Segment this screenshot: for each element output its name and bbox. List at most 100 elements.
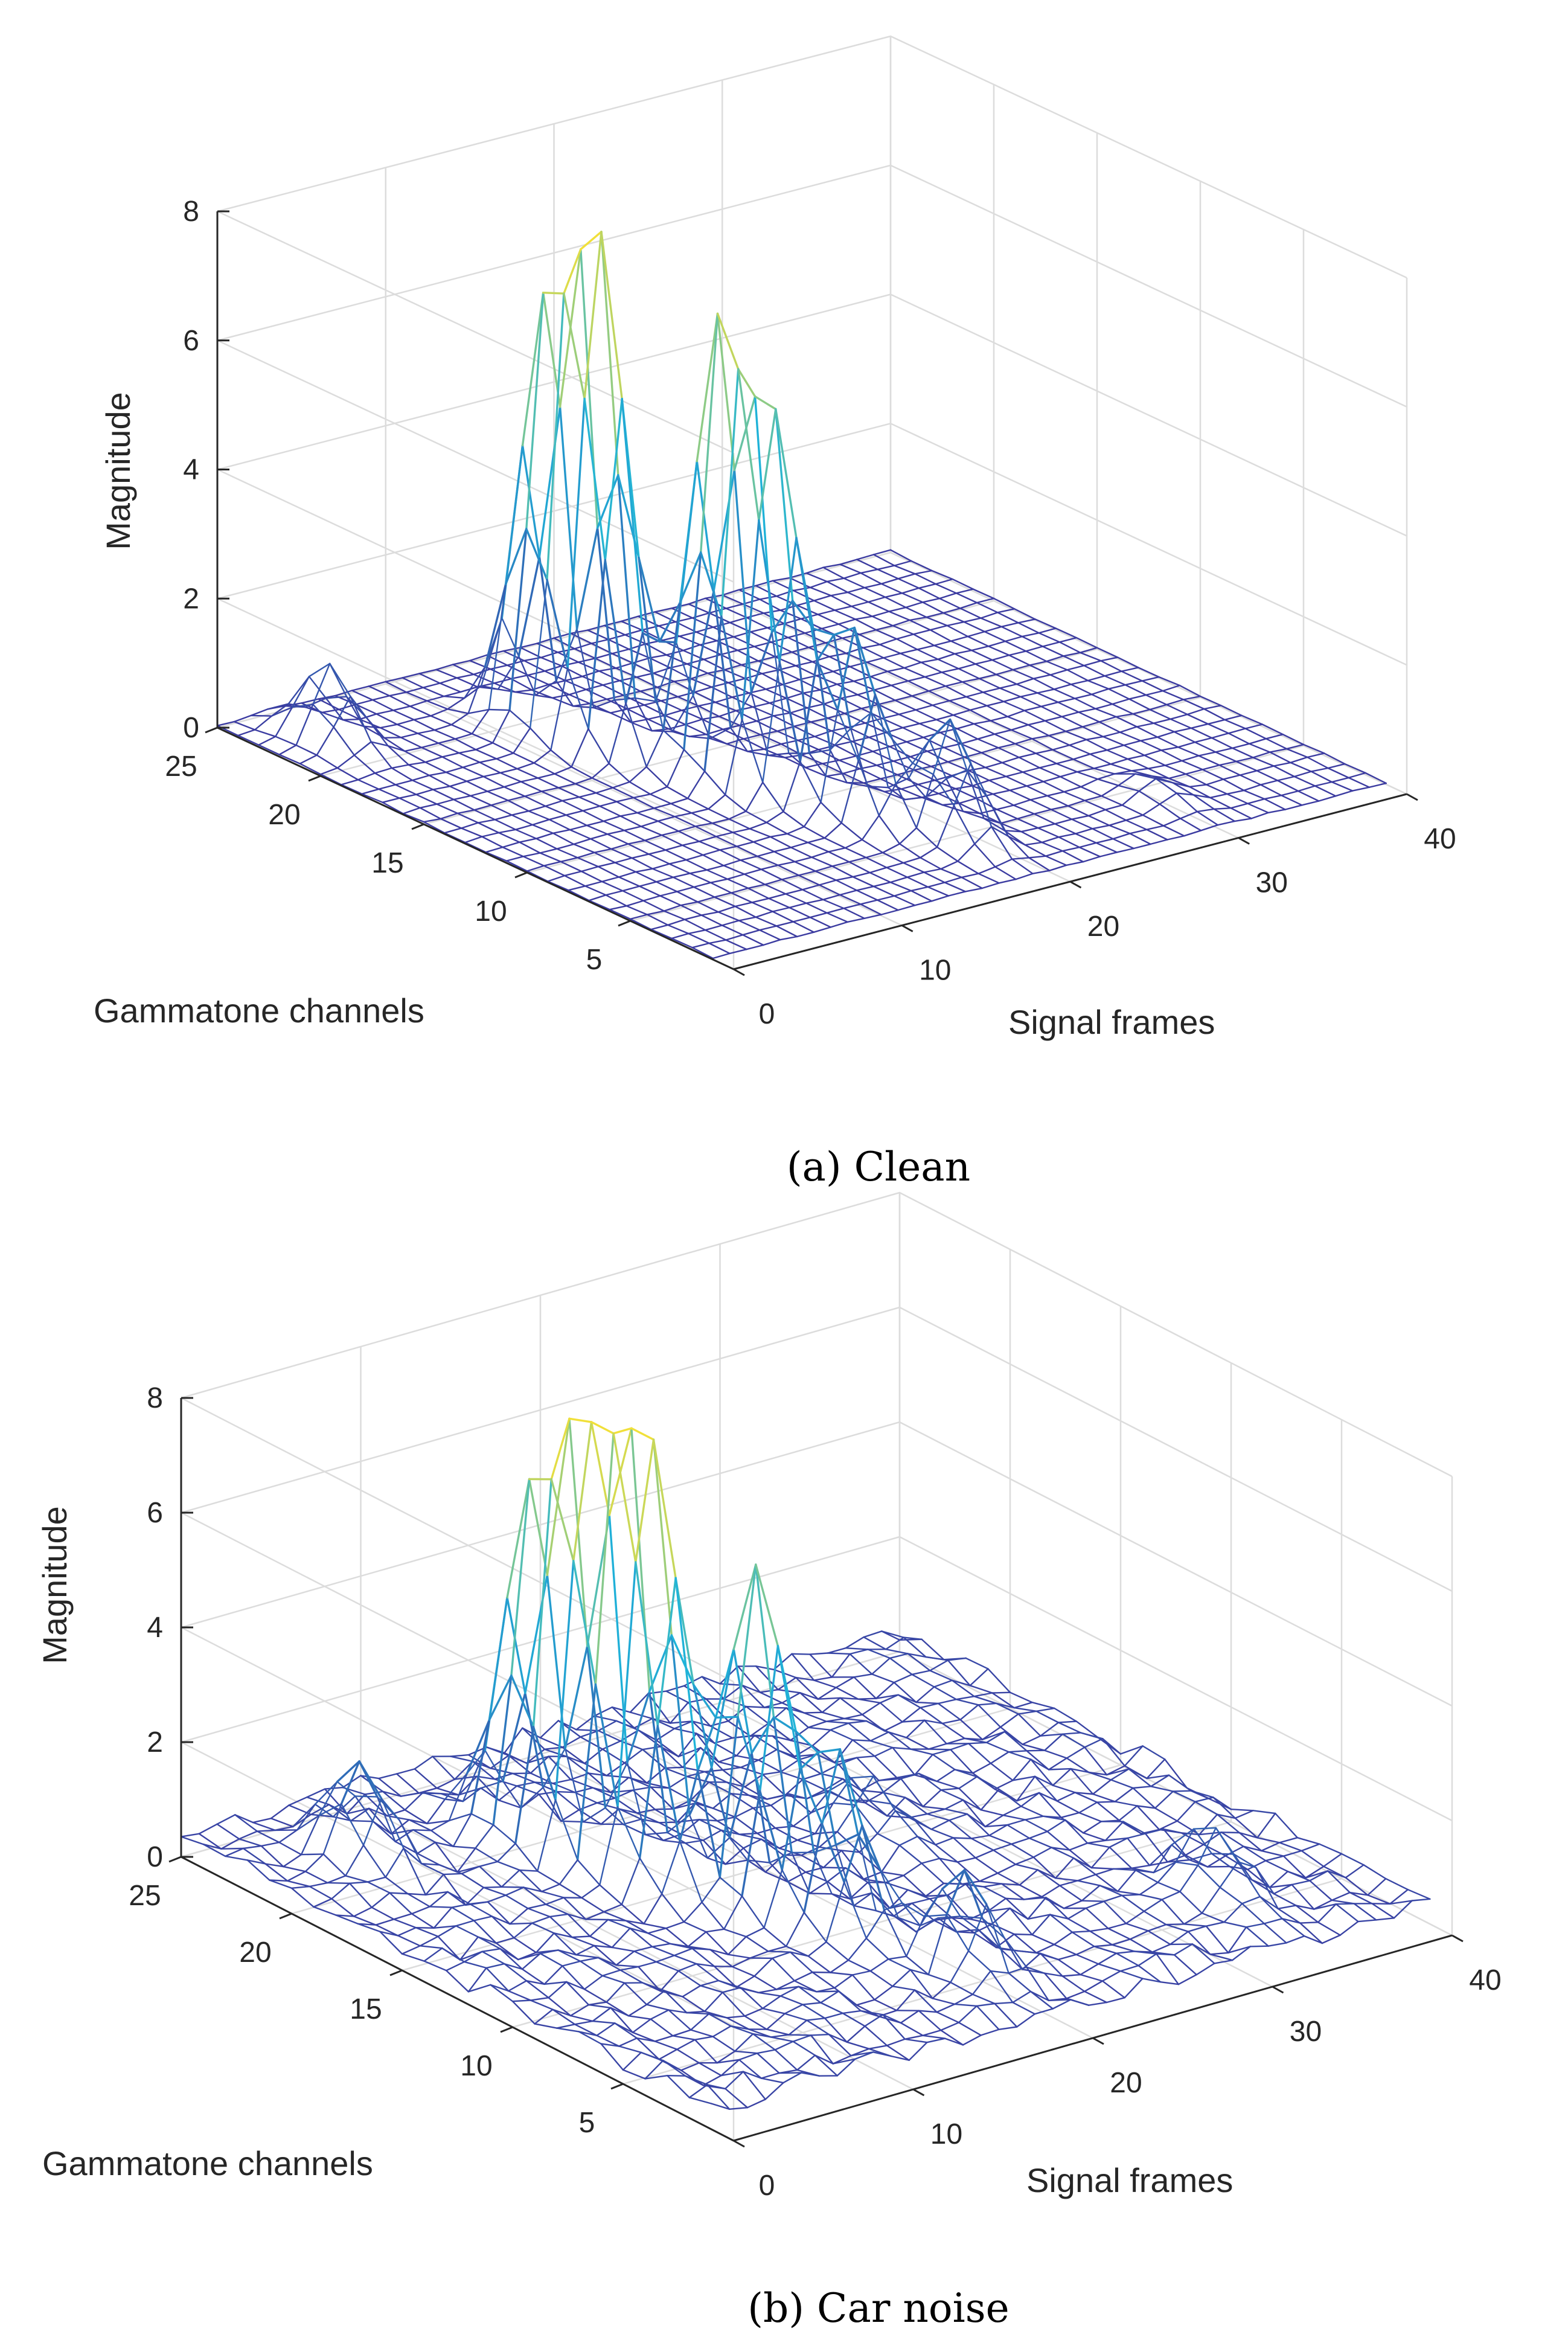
mesh-segment (556, 2027, 580, 2033)
mesh-segment (872, 554, 895, 566)
mesh-segment (552, 2008, 572, 2017)
mesh-segment (351, 690, 374, 701)
mesh-segment (1026, 781, 1045, 787)
mesh-segment (1411, 1898, 1431, 1902)
mesh-segment (699, 1985, 724, 1993)
mesh-segment (686, 1771, 706, 1778)
mesh-segment (1075, 1946, 1095, 1956)
mesh-segment (458, 1775, 478, 1796)
mesh-segment (1009, 1691, 1033, 1703)
mesh-segment (694, 2039, 718, 2064)
mesh-segment (1114, 1801, 1138, 1807)
mesh-segment (1034, 1775, 1054, 1786)
mesh-segment (903, 1636, 923, 1640)
mesh-segment (656, 681, 675, 688)
mesh-segment (858, 629, 877, 635)
mesh-segment (808, 646, 830, 658)
mesh-segment (1130, 768, 1150, 772)
mesh-segment (869, 1740, 894, 1749)
mesh-segment (336, 767, 359, 781)
mesh-segment (638, 881, 658, 887)
mesh-segment (527, 1908, 551, 1918)
mesh-segment (264, 1863, 289, 1882)
mesh-segment (946, 624, 969, 638)
mesh-segment (605, 894, 627, 907)
mesh-segment (1041, 836, 1060, 844)
mesh-segment (708, 942, 731, 955)
mesh-segment (854, 618, 877, 631)
mesh-segment (539, 852, 562, 863)
mesh-segment (802, 2002, 822, 2005)
mesh-segment (745, 781, 764, 812)
mesh-segment (708, 808, 730, 820)
mesh-segment (750, 1716, 775, 1754)
mesh-segment (947, 1894, 971, 1920)
mesh-segment (1331, 1891, 1351, 1902)
mesh-segment (1028, 1830, 1048, 1839)
mesh-segment (944, 2037, 964, 2046)
mesh-segment (923, 736, 945, 749)
mesh-segment (708, 2013, 728, 2019)
mesh-segment (879, 1868, 899, 1918)
mesh-segment (738, 916, 757, 921)
mesh-segment (699, 551, 723, 618)
mesh-segment (644, 834, 663, 842)
mesh-segment (919, 1917, 939, 1927)
mesh-segment (638, 885, 661, 897)
mesh-segment (1192, 794, 1215, 810)
mesh-segment (725, 939, 747, 950)
mesh-segment (722, 594, 744, 605)
mesh-segment (1027, 720, 1046, 726)
mesh-segment (488, 1596, 508, 1722)
mesh-segment (847, 1937, 868, 1961)
mesh-segment (411, 774, 430, 781)
mesh-segment (1127, 1833, 1147, 1839)
mesh-segment (893, 895, 916, 906)
mesh-segment (359, 718, 382, 729)
mesh-segment (418, 673, 441, 684)
mesh-segment (647, 1690, 667, 1694)
mesh-segment (314, 1803, 334, 1818)
mesh-segment (664, 714, 686, 726)
mesh-segment (554, 1560, 575, 1801)
mesh-segment (1127, 758, 1150, 769)
mesh-segment (993, 1843, 1013, 1851)
mesh-segment (1142, 814, 1165, 827)
mesh-segment (1008, 1750, 1028, 1753)
mesh-segment (1104, 804, 1123, 811)
mesh-segment (849, 1892, 873, 1900)
mesh-segment (980, 1788, 1000, 1811)
mesh-segment (830, 921, 849, 928)
mesh-segment (648, 1690, 669, 1834)
mesh-segment (1028, 857, 1051, 871)
mesh-segment (368, 1807, 392, 1835)
mesh-segment (496, 1860, 520, 1871)
mesh-segment (651, 868, 674, 879)
mesh-segment (371, 1892, 391, 1908)
mesh-segment (481, 1950, 505, 1965)
mesh-segment (1032, 1847, 1052, 1858)
mesh-segment (1176, 792, 1194, 796)
mesh-segment (717, 905, 736, 913)
mesh-segment (807, 837, 826, 844)
mesh-segment (415, 1926, 439, 1938)
mesh-segment (440, 812, 458, 820)
mesh-segment (1012, 1758, 1032, 1781)
mesh-segment (1273, 765, 1296, 778)
mesh-segment (668, 2009, 692, 2031)
mesh-segment (1000, 622, 1019, 628)
mesh-segment (629, 1927, 653, 1948)
mesh-segment (503, 781, 522, 788)
mesh-segment (981, 747, 999, 754)
mesh-segment (1035, 1707, 1055, 1713)
mesh-segment (983, 817, 1005, 832)
mesh-segment (741, 519, 760, 720)
mesh-segment (563, 1897, 587, 1920)
mesh-segment (353, 1906, 373, 1917)
mesh-segment (1182, 699, 1205, 710)
mesh-segment (879, 1694, 899, 1704)
mesh-segment (752, 841, 775, 853)
mesh-segment (400, 732, 419, 739)
mesh-segment (871, 1657, 891, 1675)
mesh-segment (602, 679, 621, 686)
